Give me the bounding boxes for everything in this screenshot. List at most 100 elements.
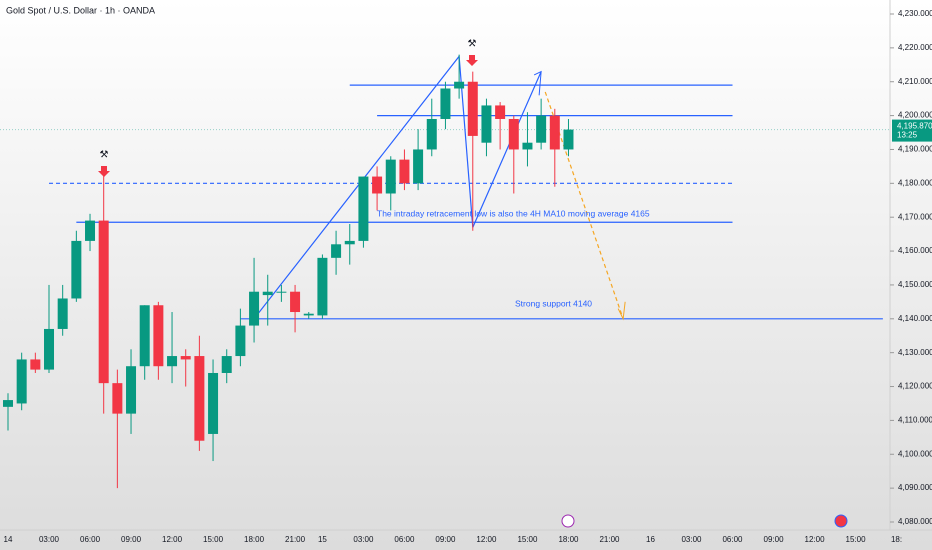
x-tick-label: 18: (891, 535, 902, 544)
candle-body (167, 356, 178, 367)
x-tick-label: 09:00 (435, 535, 456, 544)
hammer-icon: ⚒ (100, 150, 109, 161)
y-tick-label: 4,080.000 (898, 517, 932, 526)
annotation: The intraday retracement low is also the… (377, 208, 650, 218)
y-tick-label: 4,140.000 (898, 314, 932, 323)
candle-body (194, 356, 205, 441)
arrow-head (617, 301, 626, 321)
arrow-head (533, 70, 542, 96)
candle-body (44, 328, 55, 370)
arrow-icon (466, 55, 478, 66)
y-tick-label: 4,190.000 (898, 145, 932, 154)
x-tick-label: 12:00 (476, 535, 497, 544)
x-tick-label: 06:00 (722, 535, 743, 544)
trend-line (253, 54, 542, 320)
candle-body (413, 149, 424, 184)
candle-body (331, 244, 342, 258)
icons: ⚒ ⚒ (98, 39, 848, 528)
candle-body (112, 383, 123, 414)
y-tick-label: 4,090.000 (898, 483, 932, 492)
candle-body (536, 115, 547, 143)
x-tick-label: 12:00 (805, 535, 826, 544)
x-tick-label: 15:00 (203, 535, 224, 544)
annotation: Strong support 4140 (515, 298, 592, 308)
x-tick-label: 09:00 (121, 535, 142, 544)
y-tick-label: 4,180.000 (898, 178, 932, 187)
x-tick-label: 09:00 (764, 535, 785, 544)
candle-body (426, 118, 437, 150)
candle-body (385, 159, 396, 194)
x-tick-label: 15:00 (517, 535, 538, 544)
candle-body (139, 305, 150, 367)
y-tick-label: 4,170.000 (898, 212, 932, 221)
x-tick-label: 15:00 (846, 535, 867, 544)
candle-body (508, 118, 519, 150)
price-label: 4,195.870 (897, 122, 932, 131)
x-tick-label: 15 (318, 535, 327, 544)
candle-body (303, 313, 314, 316)
candle-body (153, 305, 164, 367)
chart-title: Gold Spot / U.S. Dollar · 1h · OANDA (6, 5, 155, 15)
candle-body (126, 366, 137, 414)
x-tick-label: 12:00 (162, 535, 183, 544)
x-tick-label: 03:00 (681, 535, 702, 544)
candle-body (276, 291, 287, 293)
candle-body (317, 257, 328, 316)
candle-body (563, 129, 574, 150)
x-tick-label: 21:00 (599, 535, 620, 544)
x-tick-label: 18:00 (244, 535, 265, 544)
y-tick-label: 4,100.000 (898, 449, 932, 458)
y-tick-label: 4,160.000 (898, 246, 932, 255)
x-tick-label: 03:00 (39, 535, 60, 544)
y-tick-label: 4,130.000 (898, 348, 932, 357)
candle-body (481, 105, 492, 143)
candle-body (98, 220, 109, 384)
candle-body (549, 115, 560, 150)
candle-body (440, 88, 451, 119)
price-badge (892, 119, 932, 142)
candle-body (344, 240, 355, 245)
countdown: 13:25 (897, 131, 918, 140)
candle-body (30, 359, 41, 370)
y-tick-label: 4,230.000 (898, 9, 932, 18)
y-tick-label: 4,120.000 (898, 382, 932, 391)
candle-body (85, 220, 96, 241)
x-tick-label: 06:00 (80, 535, 101, 544)
candle-body (399, 159, 410, 184)
x-tick-label: 16 (646, 535, 655, 544)
projection-line (544, 91, 624, 319)
candle-body (3, 400, 13, 407)
x-tick-label: 03:00 (353, 535, 374, 544)
event-icon (561, 514, 575, 528)
candle-body (522, 142, 533, 150)
candle-body (16, 359, 27, 404)
candle-body (358, 176, 369, 241)
candle-body (495, 105, 506, 119)
y-tick-label: 4,210.000 (898, 77, 932, 86)
candle-body (180, 356, 191, 360)
y-tick-label: 4,150.000 (898, 280, 932, 289)
y-tick-label: 4,220.000 (898, 43, 932, 52)
candle-body (71, 240, 82, 299)
candle-body (290, 291, 301, 313)
x-tick-label: 06:00 (394, 535, 415, 544)
candle-body (235, 325, 246, 357)
candle-body (467, 81, 478, 136)
hammer-icon: ⚒ (468, 39, 477, 50)
candle-body (262, 291, 273, 296)
candle-body (57, 298, 68, 329)
candle-body (221, 356, 232, 373)
x-tick-label: 21:00 (285, 535, 306, 544)
x-tick-label: 14 (4, 535, 13, 544)
flag-icon (834, 514, 848, 528)
candles (3, 54, 574, 489)
candle-body (372, 176, 383, 194)
candle-body (454, 81, 465, 89)
y-tick-label: 4,110.000 (898, 416, 932, 425)
candle-body (249, 291, 260, 326)
x-tick-label: 18:00 (558, 535, 579, 544)
y-tick-label: 4,200.000 (898, 111, 932, 120)
candle-body (208, 372, 219, 434)
